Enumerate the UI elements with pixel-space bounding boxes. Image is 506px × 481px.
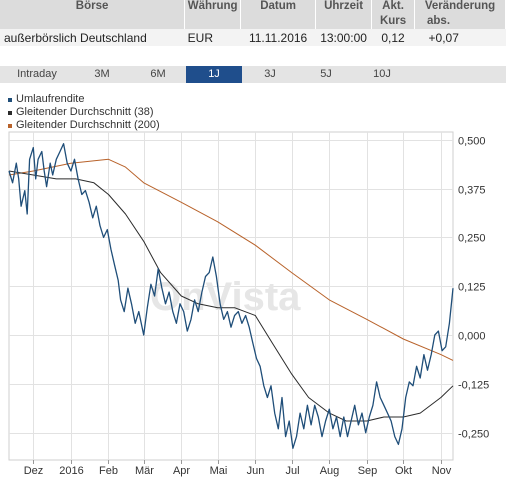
chart-legend: Umlaufrendite Gleitender Durchschnitt (3… [8, 93, 160, 132]
series-line-1 [8, 170, 454, 422]
tab-10j[interactable]: 10J [373, 68, 391, 80]
x-tick-label: Okt [395, 465, 412, 477]
x-tick-label: Dez [24, 465, 44, 477]
legend-item-umlaufrendite: Umlaufrendite [8, 93, 160, 106]
watermark-logo: OnVista [150, 275, 301, 319]
y-axis: 0,500 0,375 0,250 0,125 0,000 -0,125 -0,250 [458, 136, 489, 441]
y-tick-label: 0,375 [458, 185, 486, 197]
legend-label: Gleitender Durchschnitt (200) [16, 119, 160, 131]
cell-exchange: außerbörslich Deutschland [0, 29, 185, 46]
y-tick-label: 0,000 [458, 331, 486, 343]
tab-3m[interactable]: 3M [94, 68, 110, 80]
legend-label: Umlaufrendite [16, 93, 85, 105]
header-change-abs: abs. [414, 15, 506, 29]
legend-swatch [8, 110, 12, 115]
grid [8, 131, 454, 464]
legend-swatch [8, 123, 12, 128]
legend-swatch [8, 97, 12, 102]
x-tick-label: Mär [135, 465, 154, 477]
x-tick-label: Nov [432, 465, 452, 477]
quote-subheader-row: Kurs abs. [0, 15, 506, 29]
x-tick-label: Sep [358, 465, 378, 477]
x-tick-label: Mai [210, 465, 228, 477]
series-line-0 [8, 143, 454, 449]
cell-change-abs: +0,07 [414, 29, 506, 46]
x-axis: Dez 2016 Feb Mär Apr Mai Jun Jul Aug Sep Okt Nov [24, 465, 452, 477]
quote-table: Börse Währung Datum Uhrzeit Akt. Verände… [0, 0, 506, 46]
legend-item-gd200: Gleitender Durchschnitt (200) [8, 119, 160, 132]
y-tick-label: 0,500 [458, 136, 486, 148]
plot-frame [8, 131, 454, 461]
x-tick-label: Aug [320, 465, 340, 477]
header-time: Uhrzeit [315, 0, 373, 29]
x-tick-label: Apr [173, 465, 190, 477]
cell-price: 0,12 [371, 29, 415, 46]
legend-label: Gleitender Durchschnitt (38) [16, 106, 154, 118]
quote-header-row: Börse Währung Datum Uhrzeit Akt. Verände… [0, 0, 506, 29]
timeframe-tabs: Intraday 3M 6M 1J 3J 5J 10J [0, 66, 506, 83]
header-change: Veränderung [414, 0, 506, 15]
series-line-2 [8, 158, 454, 361]
y-tick-label: 0,125 [458, 282, 486, 294]
header-price-line2: Kurs [371, 15, 416, 29]
tab-3j[interactable]: 3J [264, 68, 276, 80]
x-tick-label: Jul [285, 465, 299, 477]
header-exchange: Börse [0, 0, 186, 29]
header-date: Datum [240, 0, 317, 29]
tab-1j[interactable]: 1J [186, 66, 242, 83]
x-tick-label: Jun [247, 465, 265, 477]
tab-6m[interactable]: 6M [150, 68, 166, 80]
x-tick-label: Feb [99, 465, 118, 477]
header-currency: Währung [184, 0, 242, 29]
cell-date: 11.11.2016 [240, 29, 316, 46]
cell-time: 13:00:00 [315, 29, 372, 46]
y-tick-label: 0,250 [458, 233, 486, 245]
x-tick-label: 2016 [59, 465, 83, 477]
tab-intraday[interactable]: Intraday [17, 68, 57, 80]
cell-currency: EUR [184, 29, 241, 46]
quote-row[interactable]: außerbörslich Deutschland EUR 11.11.2016… [0, 29, 506, 46]
yield-chart[interactable]: OnVista 0,500 0,375 0,250 0,125 0,000 -0,125 -… [0, 130, 506, 481]
series-layer [8, 143, 454, 449]
legend-item-gd38: Gleitender Durchschnitt (38) [8, 106, 160, 119]
y-tick-label: -0,250 [458, 429, 489, 441]
y-tick-label: -0,125 [458, 380, 489, 392]
tab-5j[interactable]: 5J [320, 68, 332, 80]
header-price-line1: Akt. [371, 0, 416, 15]
